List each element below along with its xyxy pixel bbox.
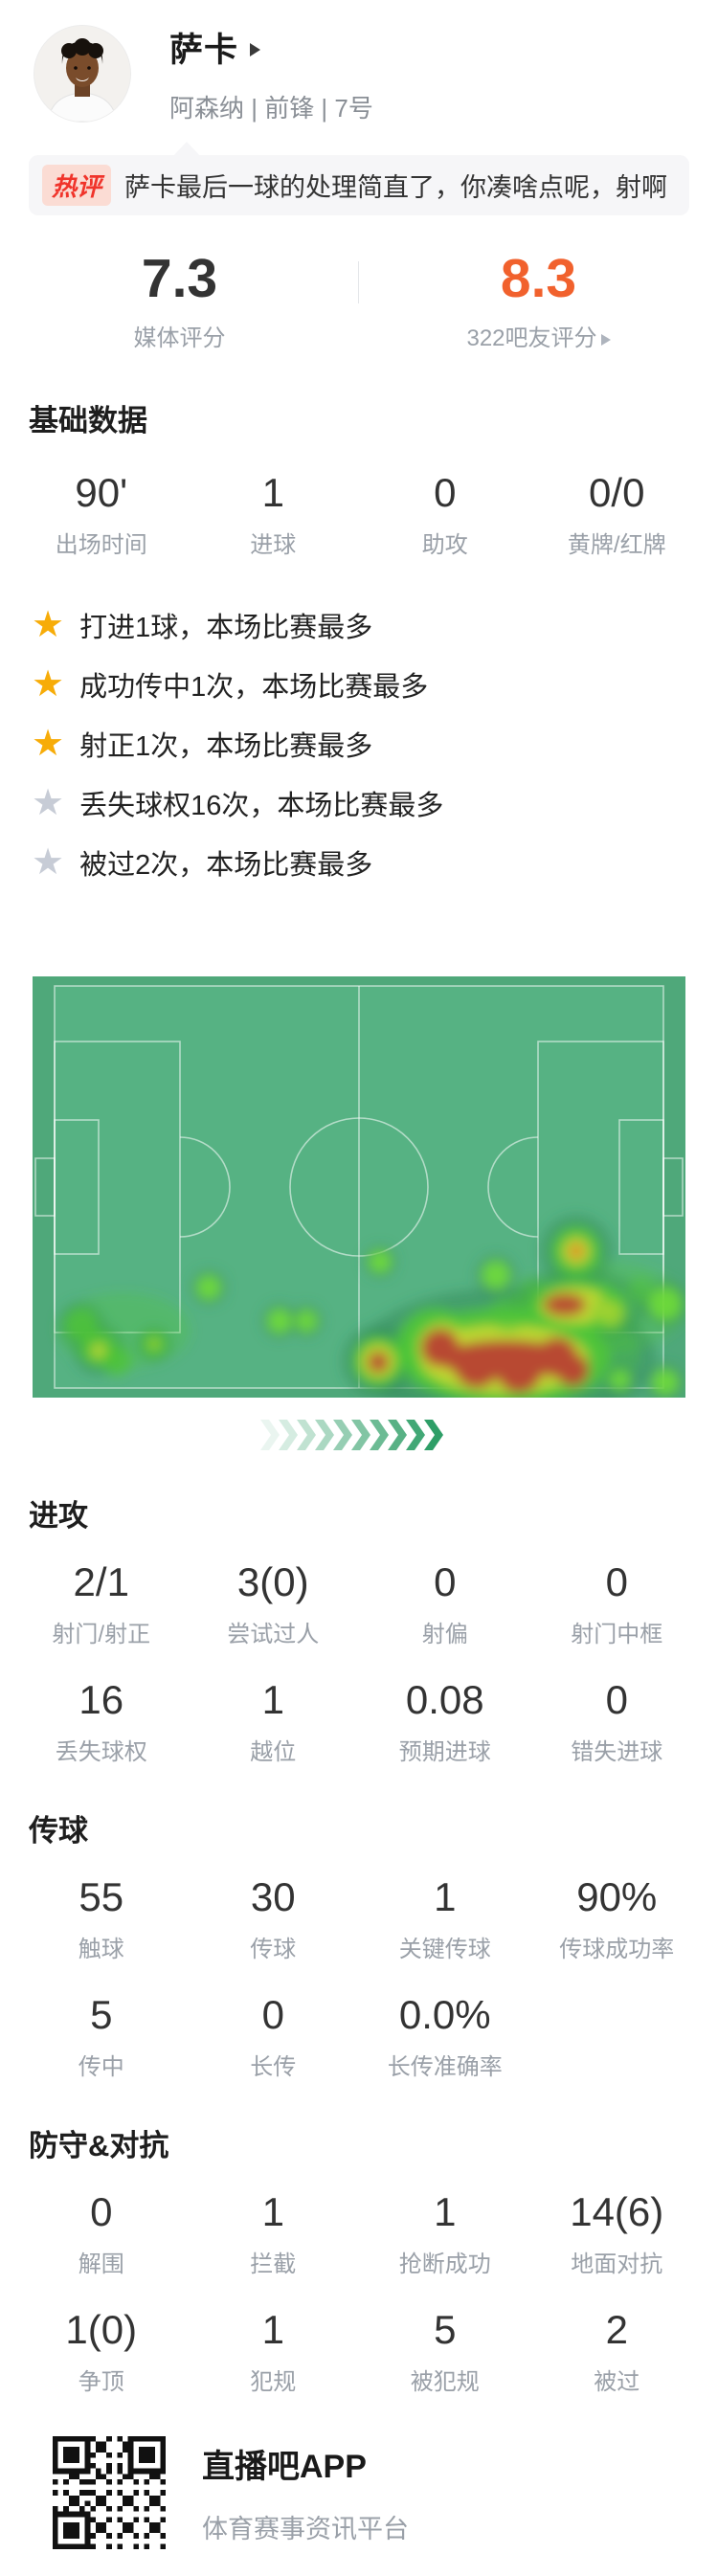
fan-rating[interactable]: 8.3 322吧友评分 [359,250,718,352]
highlight-row: ★ 丢失球权16次，本场比赛最多 [32,783,444,823]
player-photo-illustration [34,26,130,122]
stat-cell: 1(0) 争顶 [65,2307,138,2395]
defense-stats-grid: 0 解围 1 拦截 1 抢断成功 14(6) 地面对抗 1(0) 争顶 1 犯规 5 被犯规 … [0,2189,718,2396]
stat-cell: 55 触球 [78,1874,124,1962]
app-footer: 直播吧APP 体育赛事资讯平台 [53,2436,718,2549]
highlight-row: ★ 成功传中1次，本场比赛最多 [32,664,429,705]
hot-badge: 热评 [42,165,112,206]
star-icon: ★ [32,783,65,823]
section-title-attack: 进攻 [29,1499,88,1533]
fan-rating-value: 8.3 [500,248,577,309]
ratings-row: 7.3 媒体评分 8.3 322吧友评分 [0,250,718,352]
star-icon: ★ [32,842,65,883]
fan-rating-caret-icon [600,334,611,346]
stat-cell: 0 错失进球 [571,1677,663,1765]
stat-cell: 30 传球 [250,1874,297,1962]
media-rating: 7.3 媒体评分 [0,250,359,352]
heatmap-blobs [56,1215,689,1427]
heatmap-pitch [33,976,689,1427]
direction-arrows [260,1420,443,1450]
stat-cell: 14(6) 地面对抗 [570,2189,664,2277]
stat-cell: 90% 传球成功率 [559,1874,675,1962]
passing-stats-grid: 55 触球 30 传球 1 关键传球 90% 传球成功率 5 传中 0 长传 0.0% 长传准… [0,1874,718,2081]
hot-comment[interactable]: 热评 萨卡最后一球的处理简直了，你凑啥点呢，射啊 [29,142,689,215]
player-meta: 阿森纳 | 前锋 | 7号 [169,94,373,123]
attack-stats-grid: 2/1 射门/射正 3(0) 尝试过人 0 射偏 0 射门中框 16 丢失球权 1 越位 0… [0,1559,718,1766]
stat-cell: 3(0) 尝试过人 [227,1559,320,1647]
name-caret-icon [250,42,261,56]
stat-cell: 1 抢断成功 [398,2189,491,2277]
star-icon: ★ [32,605,65,645]
section-title-passing: 传球 [29,1814,88,1848]
star-icon: ★ [32,664,65,705]
stat-cell: 0 助攻 [421,470,468,558]
app-description: 体育赛事资讯平台 [202,2515,409,2543]
stat-cell: 5 被犯规 [410,2307,480,2395]
stat-cell: 1 关键传球 [398,1874,491,1962]
stat-cell: 0/0 黄牌/红牌 [567,470,666,558]
attacking-direction [260,1419,718,1451]
media-rating-value: 7.3 [141,248,218,309]
stat-cell: 5 传中 [78,1992,124,2080]
star-icon: ★ [32,724,65,764]
stat-cell [531,1992,704,2081]
player-name: 萨卡 [169,32,239,69]
stat-cell: 1 犯规 [250,2307,297,2395]
stat-cell: 90' 出场时间 [55,470,147,558]
stat-cell: 0 射门中框 [571,1559,663,1647]
stat-cell: 1 越位 [250,1677,297,1765]
bubble-tail [172,142,201,157]
stat-cell: 2 被过 [594,2307,640,2395]
player-avatar[interactable] [34,25,131,123]
stat-cell: 0 射偏 [421,1559,468,1647]
highlight-row: ★ 射正1次，本场比赛最多 [32,724,373,764]
stat-cell: 0 解围 [78,2189,124,2277]
stat-cell: 0 长传 [250,1992,297,2080]
media-rating-label: 媒体评分 [133,325,226,351]
pitch-svg [33,976,689,1427]
stat-cell: 1 拦截 [250,2189,297,2277]
player-name-row[interactable]: 萨卡 [169,23,373,72]
basic-stats-grid: 90' 出场时间 1 进球 0 助攻 0/0 黄牌/红牌 [0,470,718,559]
stat-cell: 1 进球 [250,470,297,558]
stat-cell: 2/1 射门/射正 [52,1559,151,1647]
stat-cell: 0.08 预期进球 [398,1677,491,1765]
highlight-row: ★ 打进1球，本场比赛最多 [32,605,373,645]
fan-rating-label: 322吧友评分 [359,319,718,352]
highlight-list: ★ 打进1球，本场比赛最多 ★ 成功传中1次，本场比赛最多 ★ 射正1次，本场比赛最多… [0,595,718,892]
stat-cell: 0.0% 长传准确率 [387,1992,503,2080]
section-title-basic: 基础数据 [29,404,147,437]
stat-cell: 16 丢失球权 [55,1677,147,1765]
highlight-row: ★ 被过2次，本场比赛最多 [32,842,373,883]
qr-code [53,2436,166,2549]
hot-comment-text: 萨卡最后一球的处理简直了，你凑啥点呢，射啊 [124,173,668,202]
section-title-defense: 防守&对抗 [29,2129,169,2162]
player-header: 萨卡 阿森纳 | 前锋 | 7号 [0,0,718,124]
app-name: 直播吧APP [202,2449,367,2485]
ratings-divider [358,261,359,303]
